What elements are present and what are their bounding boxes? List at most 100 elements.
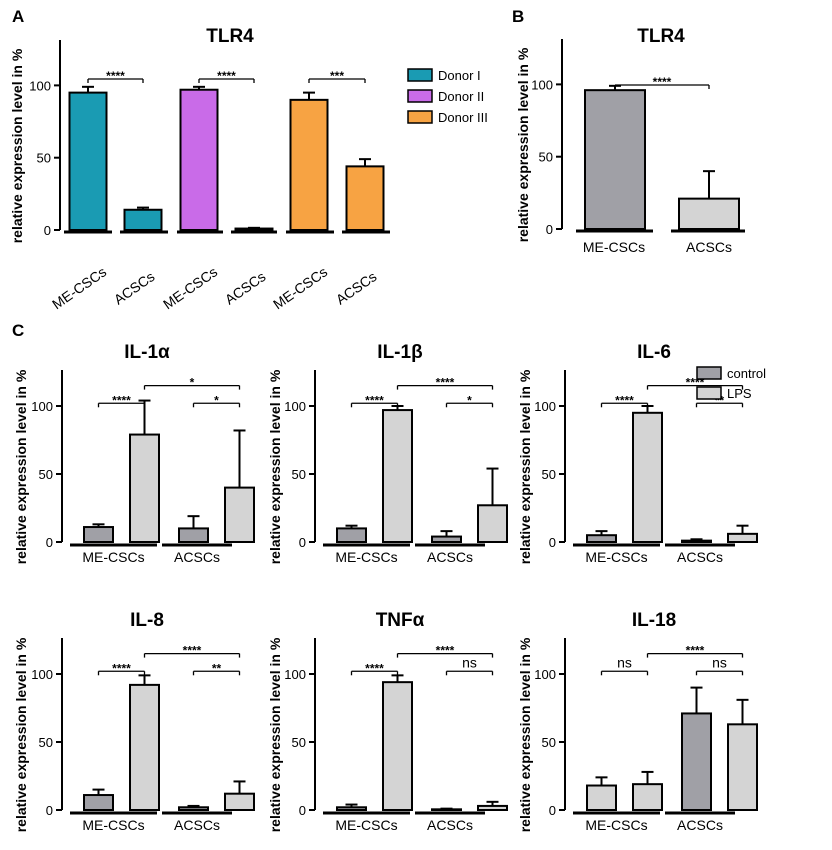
y-axis-label: relative expression level in % (517, 637, 533, 832)
chart-title: IL-8 (130, 610, 164, 631)
chart-panel: IL-1β relative expression level in % 0 50 10… (267, 342, 508, 565)
bar (382, 681, 413, 811)
significance-label: * (214, 393, 219, 407)
category-label: ACSCs (222, 268, 269, 307)
y-axis-label: relative expression level in % (517, 369, 533, 564)
y-axis-label: relative expression level in % (515, 47, 531, 242)
significance-label: **** (436, 376, 455, 390)
group-label: ACSCs (677, 817, 723, 833)
legend-swatch (407, 89, 433, 103)
significance-label: **** (217, 69, 236, 83)
significance-label: **** (436, 644, 455, 658)
y-tick-label: 50 (542, 467, 556, 482)
legend-label: LPS (727, 386, 752, 401)
chart-title: IL-1β (377, 342, 422, 363)
bar (477, 804, 508, 811)
y-tick-label: 100 (284, 667, 306, 682)
significance-label: **** (686, 644, 705, 658)
chart-panel: IL-8 relative expression level in % 0 50 100… (13, 610, 255, 833)
legend-label: Donor III (438, 110, 488, 125)
y-tick-label: 100 (31, 399, 53, 414)
category-label: ACSCs (111, 268, 158, 307)
bar (178, 806, 209, 812)
bar (68, 91, 108, 231)
significance-label: **** (183, 644, 202, 658)
bar (678, 197, 740, 230)
bar (681, 539, 712, 544)
chart-panel: TNFα relative expression level in % 0 50 100… (267, 610, 508, 833)
category-label: ACSCs (686, 239, 732, 255)
group-label: ACSCs (427, 817, 473, 833)
significance-label: ** (715, 393, 725, 407)
y-tick-label: 0 (549, 535, 556, 550)
group-label: ACSCs (174, 817, 220, 833)
y-tick-label: 100 (29, 78, 51, 93)
y-tick-label: 0 (44, 223, 51, 238)
legend-swatch (407, 68, 433, 82)
significance-label: * (190, 376, 195, 390)
chart-title: TLR4 (206, 26, 254, 47)
group-label: ME-CSCs (335, 549, 397, 565)
y-axis-label: relative expression level in % (13, 369, 29, 564)
bar (83, 526, 114, 543)
group-label: ME-CSCs (82, 817, 144, 833)
y-tick-label: 50 (39, 467, 53, 482)
bar (224, 792, 255, 811)
chart-panel: IL-18 relative expression level in % 0 50 10… (517, 610, 758, 833)
bar (681, 712, 712, 811)
chart-panel: IL-6 relative expression level in % 0 50 100… (517, 342, 766, 565)
y-tick-label: 50 (37, 151, 51, 166)
chart-title: IL-18 (632, 610, 676, 631)
legend-swatch (407, 110, 433, 124)
bar (224, 486, 255, 544)
y-tick-label: 100 (534, 399, 556, 414)
bar (345, 165, 385, 231)
y-tick-label: 100 (284, 399, 306, 414)
chart-panel: C IL-1α relative expression level in % 0 50 1… (12, 321, 255, 565)
significance-label: * (467, 393, 472, 407)
panel-letter: A (12, 7, 24, 26)
y-tick-label: 50 (292, 467, 306, 482)
significance-label: *** (330, 69, 344, 83)
bar (83, 794, 114, 811)
bar (727, 532, 758, 544)
y-tick-label: 0 (299, 535, 306, 550)
group-label: ACSCs (427, 549, 473, 565)
bar (129, 683, 160, 812)
y-tick-label: 50 (39, 735, 53, 750)
legend-swatch (696, 366, 722, 380)
chart-title: TLR4 (637, 26, 685, 47)
significance-label: **** (365, 661, 384, 675)
y-axis-label: relative expression level in % (267, 637, 283, 832)
panel-letter: B (512, 7, 524, 26)
legend-label: Donor I (438, 68, 481, 83)
group-label: ACSCs (677, 549, 723, 565)
group-label: ME-CSCs (585, 817, 647, 833)
y-tick-label: 100 (31, 667, 53, 682)
bar (178, 527, 209, 544)
y-axis-label: relative expression level in % (13, 637, 29, 832)
bar (336, 806, 367, 812)
significance-label: ns (462, 654, 477, 670)
chart-title: IL-1α (124, 342, 170, 363)
bar (431, 535, 462, 543)
bar (584, 89, 646, 230)
group-label: ME-CSCs (335, 817, 397, 833)
category-label: ACSCs (333, 268, 380, 307)
chart-panel: B TLR4 relative expression level in % 0 50 10… (512, 7, 745, 255)
bar (727, 723, 758, 812)
legend-label: Donor II (438, 89, 484, 104)
group-label: ME-CSCs (82, 549, 144, 565)
significance-label: **** (112, 661, 131, 675)
significance-label: **** (653, 75, 672, 89)
significance-label: **** (106, 69, 125, 83)
bar (123, 208, 163, 231)
group-label: ME-CSCs (585, 549, 647, 565)
y-tick-label: 0 (546, 222, 553, 237)
bar (586, 784, 617, 812)
category-label: ME-CSCs (270, 264, 330, 313)
panel-letter: C (12, 321, 24, 340)
bar (289, 98, 329, 231)
bar (129, 433, 160, 543)
y-tick-label: 100 (531, 77, 553, 92)
